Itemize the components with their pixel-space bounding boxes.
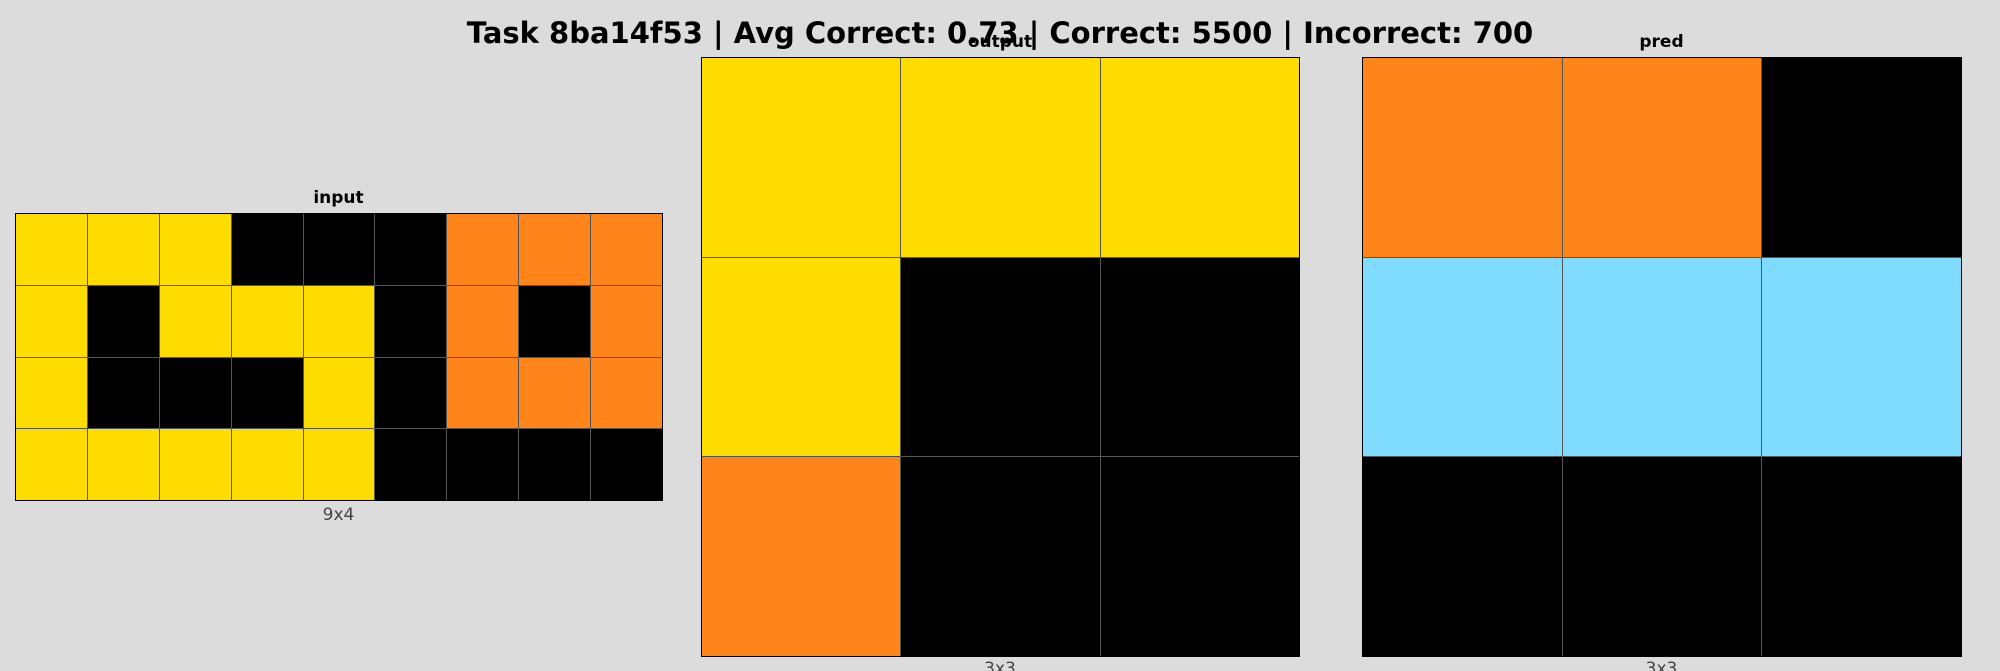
- input-cell: [303, 357, 375, 429]
- input-cell: [231, 285, 303, 357]
- input-cell: [375, 214, 447, 285]
- pred-cell: [1762, 457, 1961, 656]
- pred-grid: [1362, 57, 1962, 657]
- input-cell: [519, 429, 591, 500]
- input-cell: [519, 357, 591, 429]
- input-cell: [591, 429, 662, 500]
- input-cell: [447, 429, 519, 500]
- input-cell: [16, 285, 87, 357]
- input-cell: [231, 429, 303, 500]
- pred-cell: [1762, 257, 1961, 457]
- pred-panel-title: pred: [1639, 32, 1684, 52]
- pred-cell: [1562, 457, 1762, 656]
- input-cell: [16, 214, 87, 285]
- output-panel-title: output: [967, 32, 1033, 52]
- input-cell: [87, 357, 159, 429]
- input-cell: [303, 429, 375, 500]
- input-cell: [159, 214, 231, 285]
- input-cell: [16, 429, 87, 500]
- output-cell: [1100, 457, 1299, 656]
- output-cell: [901, 58, 1100, 257]
- input-cell: [231, 357, 303, 429]
- output-cell: [702, 257, 901, 457]
- input-panel-title: input: [313, 188, 364, 208]
- pred-cell: [1363, 58, 1562, 257]
- input-cell: [87, 285, 159, 357]
- input-cell: [591, 285, 662, 357]
- pred-cell: [1562, 257, 1762, 457]
- input-cell: [447, 357, 519, 429]
- output-cell: [702, 58, 901, 257]
- input-cell: [519, 285, 591, 357]
- input-cell: [591, 214, 662, 285]
- input-cell: [447, 214, 519, 285]
- input-cell: [16, 357, 87, 429]
- input-cell: [591, 357, 662, 429]
- pred-cell: [1363, 257, 1562, 457]
- pred-cell: [1762, 58, 1961, 257]
- pred-grid-dimensions: 3x3: [1645, 659, 1678, 671]
- output-cell: [901, 457, 1100, 656]
- output-grid-dimensions: 3x3: [984, 659, 1016, 671]
- output-cell: [702, 457, 901, 656]
- input-grid-dimensions: 9x4: [322, 505, 355, 525]
- input-grid: [15, 213, 663, 501]
- task-title: Task 8ba14f53 | Avg Correct: 0.73 | Corr…: [466, 16, 1534, 50]
- output-cell: [1100, 58, 1299, 257]
- input-cell: [159, 429, 231, 500]
- input-cell: [447, 285, 519, 357]
- input-cell: [231, 214, 303, 285]
- input-cell: [375, 357, 447, 429]
- input-cell: [87, 214, 159, 285]
- input-cell: [159, 285, 231, 357]
- pred-cell: [1562, 58, 1762, 257]
- input-cell: [303, 214, 375, 285]
- output-grid: [701, 57, 1300, 657]
- pred-cell: [1363, 457, 1562, 656]
- output-cell: [1100, 257, 1299, 457]
- output-cell: [901, 257, 1100, 457]
- input-cell: [375, 429, 447, 500]
- input-cell: [303, 285, 375, 357]
- input-cell: [519, 214, 591, 285]
- input-cell: [375, 285, 447, 357]
- input-cell: [159, 357, 231, 429]
- input-cell: [87, 429, 159, 500]
